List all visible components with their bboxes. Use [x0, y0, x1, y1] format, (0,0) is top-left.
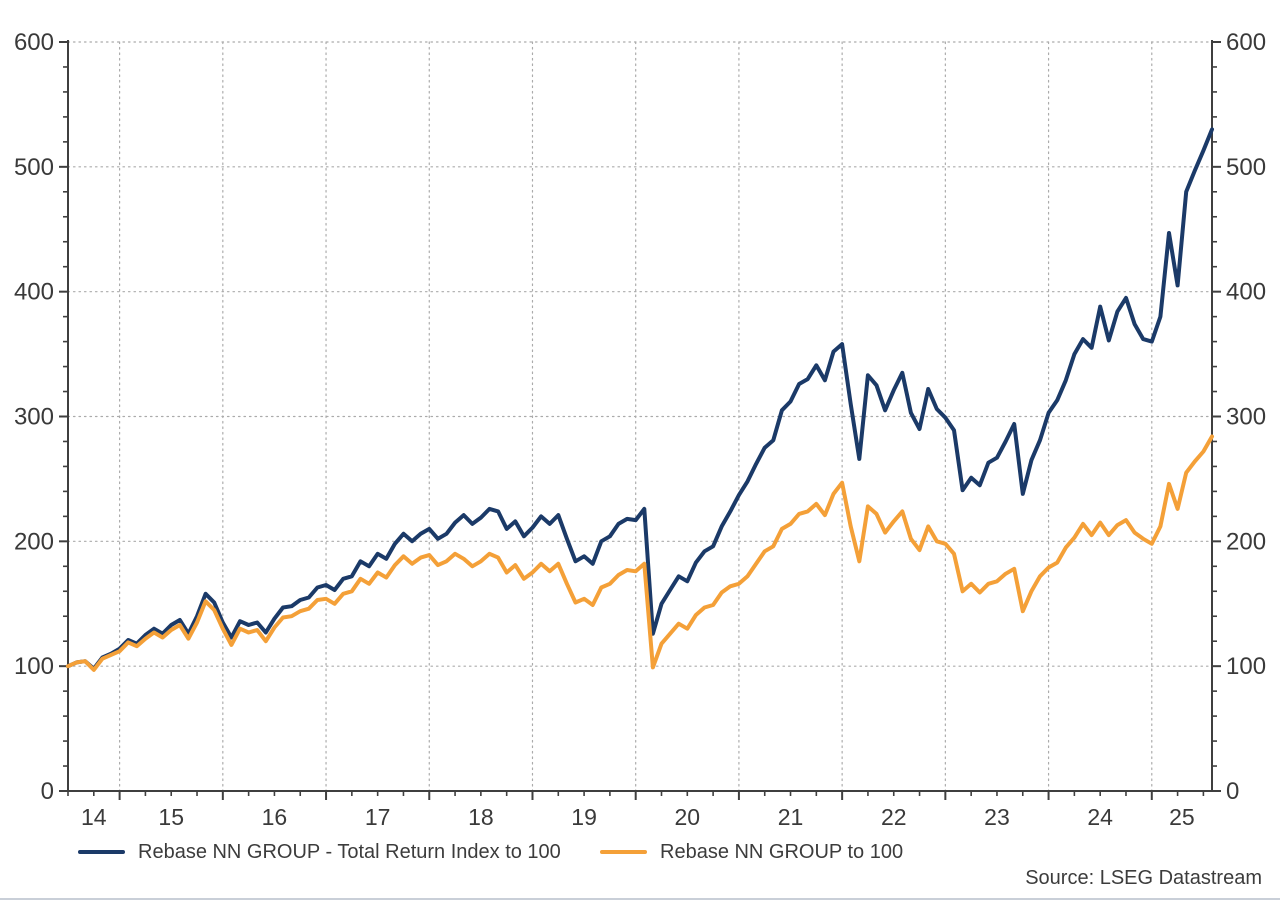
y-axis-label-right: 600 — [1226, 29, 1266, 56]
price-line — [66, 434, 1214, 672]
x-axis-year-label: 19 — [571, 804, 597, 830]
x-axis-year-label: 18 — [468, 804, 494, 830]
x-axis-year-label: 17 — [365, 804, 391, 830]
x-axis-year-label: 25 — [1169, 804, 1195, 830]
y-axis-label-right: 200 — [1226, 528, 1266, 555]
source-note: Source: LSEG Datastream — [1025, 867, 1262, 889]
y-axis-label-right: 300 — [1226, 404, 1266, 431]
x-axis-year-label: 21 — [778, 804, 804, 830]
x-axis-year-label: 20 — [675, 804, 701, 830]
y-axis-label-left: 500 — [14, 154, 54, 181]
x-axis-year-label: 23 — [984, 804, 1010, 830]
y-axis-label-left: 400 — [14, 279, 54, 306]
x-axis-year-label: 14 — [81, 804, 107, 830]
y-axis-label-left: 0 — [41, 778, 54, 805]
line-chart-plot: 0 0 100 100 200 200 300 300 400 400 500 500 600 600 14… — [14, 29, 1266, 830]
y-axis-label-right: 500 — [1226, 154, 1266, 181]
bottom-border-line — [0, 898, 1280, 900]
total-return-line-swatch — [78, 850, 125, 854]
y-axis-label-left: 200 — [14, 528, 54, 555]
y-axis-label-left: 600 — [14, 29, 54, 56]
y-axis-label-right: 400 — [1226, 279, 1266, 306]
y-axis-label-right: 0 — [1226, 778, 1239, 805]
total-return-legend-label: Rebase NN GROUP - Total Return Index to … — [138, 840, 561, 863]
legend-item-total-return: Rebase NN GROUP - Total Return Index to … — [78, 841, 561, 863]
x-axis-year-label: 15 — [158, 804, 184, 830]
price-legend-label: Rebase NN GROUP to 100 — [660, 840, 904, 863]
price-line-swatch — [600, 850, 647, 854]
legend-item-price: Rebase NN GROUP to 100 — [600, 841, 903, 863]
x-axis-year-label: 22 — [881, 804, 907, 830]
y-axis-label-right: 100 — [1226, 653, 1266, 680]
total-return-line — [66, 127, 1214, 671]
y-axis-label-left: 300 — [14, 404, 54, 431]
x-axis-year-label: 16 — [262, 804, 288, 830]
y-axis-label-left: 100 — [14, 653, 54, 680]
x-axis-year-label: 24 — [1087, 804, 1113, 830]
